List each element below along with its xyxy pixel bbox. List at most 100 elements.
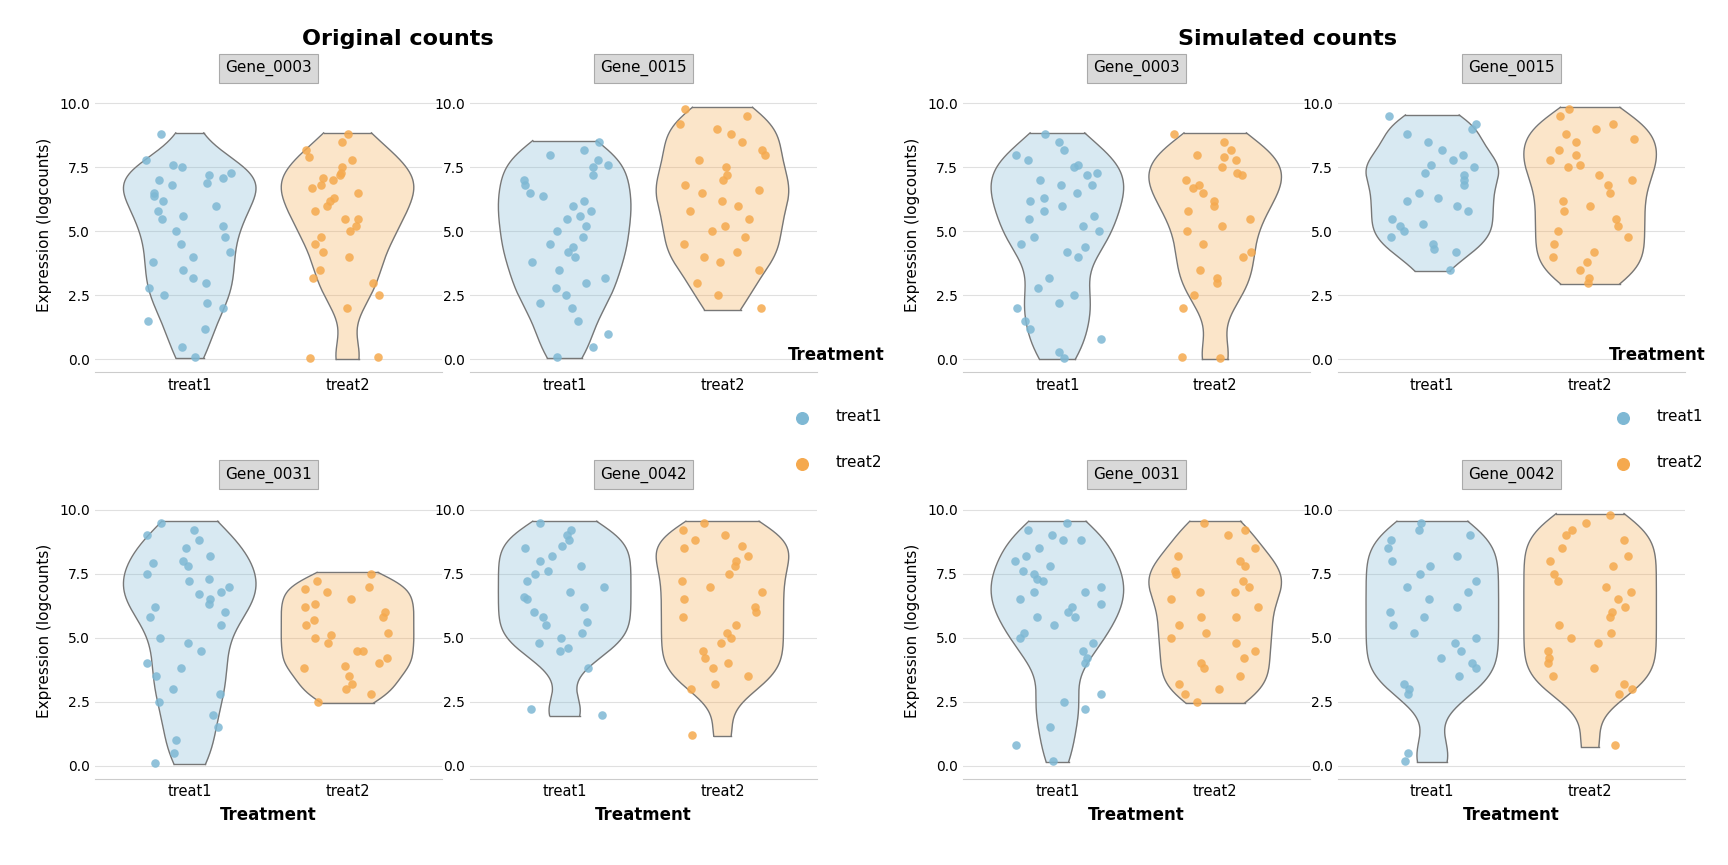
Point	[731, 229, 759, 243]
Point	[1016, 322, 1044, 336]
Point	[216, 245, 244, 259]
Point	[358, 567, 385, 580]
Point	[1458, 657, 1486, 670]
Point	[1393, 580, 1420, 593]
Point	[301, 204, 328, 218]
Point	[1237, 245, 1265, 259]
Point	[209, 220, 237, 234]
Point	[316, 194, 344, 208]
Point	[304, 695, 332, 708]
Point	[1443, 549, 1471, 563]
Point	[588, 708, 615, 721]
Point	[1604, 220, 1631, 234]
Point	[1172, 687, 1199, 701]
Point	[714, 657, 741, 670]
Point	[1374, 541, 1401, 555]
Point	[1030, 191, 1058, 205]
Point	[1054, 516, 1082, 529]
Point	[594, 327, 622, 341]
Point	[1068, 534, 1096, 548]
Point	[1417, 158, 1445, 172]
Point	[313, 199, 340, 213]
Text: treat2: treat2	[836, 455, 883, 470]
Text: Original counts: Original counts	[302, 29, 492, 49]
Point	[1377, 534, 1405, 548]
Point	[556, 523, 584, 537]
Point	[344, 186, 372, 200]
Point	[746, 301, 774, 315]
Point	[147, 631, 175, 644]
Point	[1009, 625, 1037, 639]
Point	[1161, 564, 1189, 578]
Point	[1045, 135, 1073, 149]
Point	[1579, 662, 1607, 676]
X-axis label: Treatment: Treatment	[219, 806, 316, 824]
Point	[696, 580, 724, 593]
Title: Gene_0015: Gene_0015	[600, 61, 686, 76]
Point	[214, 580, 242, 593]
Point	[717, 127, 745, 141]
Point	[1178, 181, 1206, 195]
Point	[1598, 559, 1626, 573]
Point	[185, 587, 213, 601]
Point	[1227, 670, 1255, 683]
Point	[1006, 593, 1033, 606]
Point	[1424, 191, 1452, 205]
Point	[1059, 600, 1087, 614]
Point	[209, 170, 237, 184]
Point	[1393, 194, 1420, 208]
Point	[1208, 220, 1236, 234]
Point	[703, 122, 731, 136]
Point	[733, 109, 760, 123]
Point	[1222, 153, 1249, 167]
Point	[1585, 168, 1612, 182]
Point	[1540, 670, 1567, 683]
Point	[1610, 677, 1638, 691]
Point	[1045, 345, 1073, 359]
Point	[1201, 199, 1229, 213]
Point	[1230, 651, 1258, 665]
Point	[192, 322, 219, 336]
Point	[736, 212, 764, 226]
Point	[316, 628, 344, 642]
Point	[1595, 186, 1623, 200]
Point	[140, 189, 168, 202]
Point	[705, 289, 733, 303]
Point	[1222, 636, 1249, 650]
Point	[722, 618, 750, 631]
Point	[1441, 636, 1469, 650]
Point	[211, 229, 238, 243]
Text: treat1: treat1	[836, 409, 883, 424]
Point	[1408, 516, 1436, 529]
Point	[555, 641, 582, 655]
Point	[204, 721, 232, 734]
Point	[344, 644, 372, 657]
Point	[1621, 132, 1649, 146]
Point	[1555, 102, 1583, 116]
Point	[1070, 220, 1097, 234]
Y-axis label: Expression (logcounts): Expression (logcounts)	[905, 138, 919, 312]
Point	[1377, 606, 1405, 619]
Point	[1391, 677, 1419, 691]
Point	[199, 708, 226, 721]
Point	[536, 148, 563, 162]
Point	[1087, 332, 1115, 346]
Point	[712, 161, 740, 175]
Point	[1049, 534, 1077, 548]
Point	[584, 153, 612, 167]
Point	[724, 245, 752, 259]
Point	[1032, 127, 1059, 141]
Point	[1420, 242, 1448, 256]
Point	[1439, 153, 1467, 167]
Point	[290, 600, 318, 614]
Point	[1595, 178, 1623, 192]
Point	[142, 600, 169, 614]
Point	[1080, 209, 1108, 223]
Y-axis label: Expression (logcounts): Expression (logcounts)	[38, 138, 52, 312]
Point	[1165, 549, 1192, 563]
Point	[302, 574, 330, 588]
Point	[334, 301, 361, 315]
Point	[520, 606, 548, 619]
Point	[195, 168, 223, 182]
X-axis label: Treatment: Treatment	[1089, 806, 1185, 824]
